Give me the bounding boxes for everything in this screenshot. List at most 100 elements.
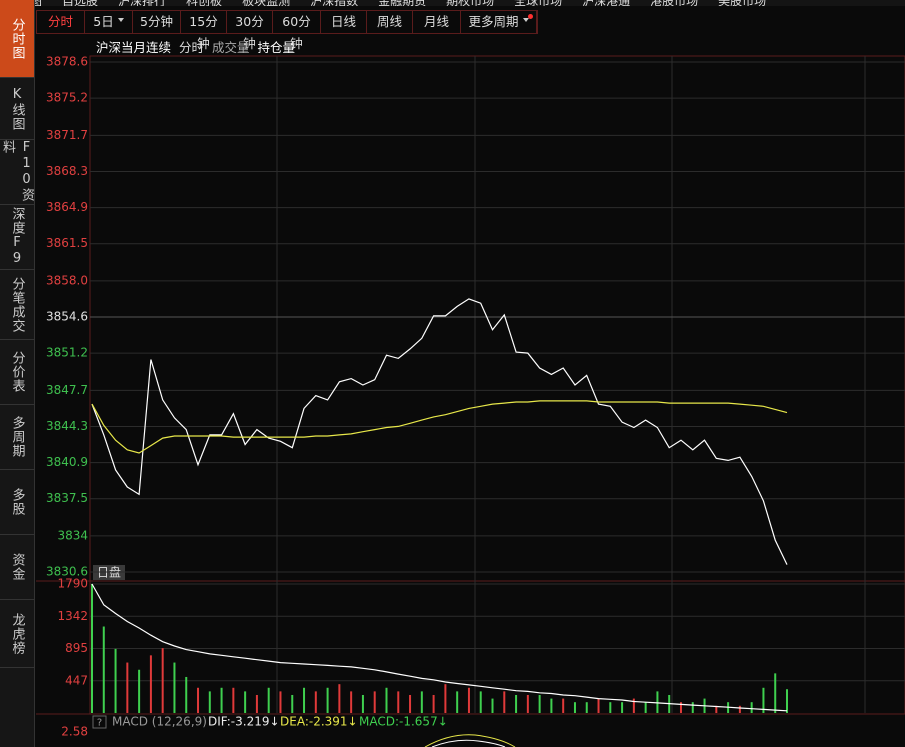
sidebar-label: F10资料 xyxy=(0,140,34,202)
volume-bar xyxy=(126,662,129,713)
period-tab[interactable]: 5分钟 xyxy=(133,11,181,33)
volume-bar xyxy=(632,698,635,713)
sidebar-label: 龙虎榜 xyxy=(9,612,25,655)
sidebar-label: 多周期 xyxy=(9,416,25,458)
y-tick-label: 3875.2 xyxy=(46,91,88,105)
volume-bar xyxy=(91,584,93,713)
period-tabs: 分时 5日 5分钟 15分钟 30分钟 60分钟 日线 周线 月线 更多周期 xyxy=(36,10,538,51)
sidebar-button[interactable]: F10资料 xyxy=(0,140,34,205)
volume-bar xyxy=(409,694,412,713)
menu-item[interactable]: 科创板 xyxy=(186,0,222,6)
volume-bar xyxy=(762,687,765,713)
volume-bar xyxy=(173,662,176,713)
volume-bar xyxy=(267,687,270,713)
sidebar-button[interactable]: 多股 xyxy=(0,470,34,535)
y-tick-label: 3851.2 xyxy=(46,346,88,360)
sidebar-label: 资金 xyxy=(9,553,25,581)
menu-item[interactable]: 全球市场 xyxy=(514,0,562,6)
sub-tab[interactable]: 分时 xyxy=(179,40,205,55)
series-line xyxy=(91,583,788,712)
sidebar-button[interactable]: 资金 xyxy=(0,535,34,600)
y-tick-label: 447 xyxy=(65,673,88,687)
y-tick-label: 3847.7 xyxy=(46,383,88,397)
period-tab[interactable]: 5日 xyxy=(85,11,133,33)
sub-tab[interactable]: 沪深当月连续 xyxy=(96,40,172,55)
volume-bar xyxy=(361,694,364,713)
volume-bar xyxy=(161,648,164,713)
y-tick-label: 3830.6 xyxy=(46,565,88,579)
sidebar-label: 多股 xyxy=(9,488,25,516)
y-tick-label: 3864.9 xyxy=(46,200,88,214)
period-tab[interactable]: 周线 xyxy=(367,11,413,33)
volume-bar xyxy=(786,689,788,713)
volume-bar xyxy=(303,687,306,713)
sub-tab[interactable]: 成交量 xyxy=(212,40,250,55)
menu-item[interactable]: 沪深排行 xyxy=(118,0,166,6)
y-tick-label: 3837.5 xyxy=(46,491,88,505)
volume-bar xyxy=(467,687,470,713)
sidebar-button[interactable]: 龙虎榜 xyxy=(0,600,34,668)
y-tick-label: 3858.0 xyxy=(46,273,88,287)
y-tick-label: 1342 xyxy=(57,609,88,623)
volume-bar xyxy=(503,691,506,713)
volume-bar xyxy=(573,702,576,713)
volume-bar xyxy=(420,691,423,713)
volume-bar xyxy=(479,691,482,713)
volume-bar xyxy=(397,691,400,713)
volume-bar xyxy=(621,702,624,713)
volume-bar xyxy=(609,702,612,713)
sidebar-label: 分时图 xyxy=(9,17,25,60)
volume-bar xyxy=(432,694,435,713)
sidebar-label: 分价表 xyxy=(9,351,25,393)
volume-bar xyxy=(679,702,682,713)
sidebar-button[interactable]: K线图 xyxy=(0,78,34,140)
macd-dea: DEA:-2.391↓ xyxy=(280,715,358,729)
menu-item[interactable]: 沪深指数 xyxy=(310,0,358,6)
y-tick-label: 895 xyxy=(65,641,88,655)
sidebar-button[interactable]: 多周期 xyxy=(0,405,34,470)
volume-bar xyxy=(550,698,553,713)
volume-bar xyxy=(185,676,188,713)
period-tab[interactable]: 更多周期 xyxy=(461,11,537,33)
volume-bar xyxy=(255,694,258,713)
volume-bar xyxy=(597,698,600,713)
volume-bar xyxy=(232,687,235,713)
period-tab[interactable]: 60分钟 xyxy=(273,11,321,51)
sidebar-button[interactable]: 深度F9 xyxy=(0,205,34,270)
sidebar-label: K线图 xyxy=(9,86,25,131)
volume-bar xyxy=(149,655,152,713)
y-tick-label: 3871.7 xyxy=(46,128,88,142)
y-tick-label: 3854.6 xyxy=(46,310,88,324)
menu-item[interactable]: 板块监测 xyxy=(242,0,290,6)
help-icon[interactable] xyxy=(92,715,107,729)
series-line xyxy=(91,400,788,454)
sidebar-button[interactable]: 分时图 xyxy=(0,0,34,78)
top-menu: 全景图自选股沪深排行科创板板块监测沪深指数金融期货期权市场全球市场沪深港通港股市… xyxy=(0,0,905,6)
volume-bar xyxy=(515,694,518,713)
period-tab[interactable]: 30分钟 xyxy=(227,11,273,51)
volume-bar xyxy=(656,691,659,713)
macd-y-tick-label: 2.58 xyxy=(61,725,88,739)
volume-bar xyxy=(691,702,694,713)
macd-title: MACD (12,26,9) xyxy=(112,715,207,729)
sidebar-button[interactable]: 分价表 xyxy=(0,340,34,405)
sidebar-button[interactable]: 分笔成交 xyxy=(0,270,34,340)
menu-item[interactable]: 港股市场 xyxy=(650,0,698,6)
menu-item[interactable]: 金融期货 xyxy=(378,0,426,6)
menu-item[interactable]: 沪深港通 xyxy=(582,0,630,6)
menu-item[interactable]: 美股市场 xyxy=(718,0,766,6)
sub-tab[interactable]: 持仓量 xyxy=(257,40,296,55)
period-tab[interactable]: 15分钟 xyxy=(181,11,227,51)
y-tick-label: 1790 xyxy=(57,577,88,591)
menu-item[interactable]: 自选股 xyxy=(62,0,98,6)
volume-bar xyxy=(385,687,388,713)
volume-bar xyxy=(715,705,718,713)
y-tick-label: 3868.3 xyxy=(46,164,88,178)
volume-bar xyxy=(444,684,447,713)
volume-bar xyxy=(138,669,141,713)
menu-item[interactable]: 期权市场 xyxy=(446,0,494,6)
volume-bar xyxy=(291,694,294,713)
period-tab[interactable]: 日线 xyxy=(321,11,367,33)
